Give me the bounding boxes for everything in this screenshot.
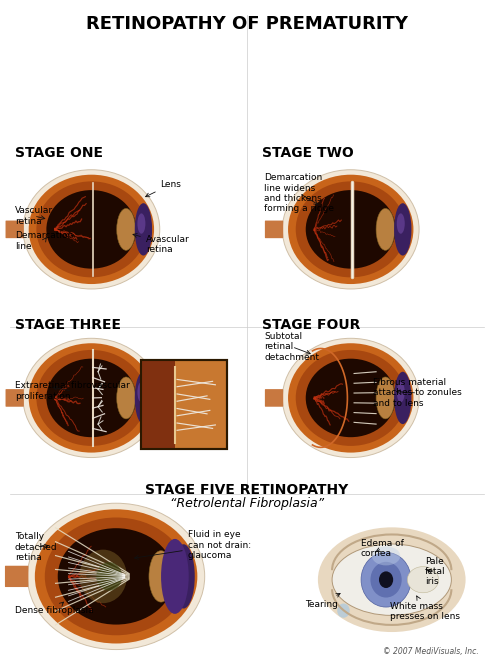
Text: STAGE TWO: STAGE TWO [262, 146, 354, 160]
Ellipse shape [337, 603, 350, 618]
Ellipse shape [46, 190, 136, 268]
Text: Dense fibroplasia: Dense fibroplasia [15, 602, 93, 615]
Ellipse shape [306, 359, 396, 437]
Text: Pale
fetal
iris: Pale fetal iris [425, 557, 446, 586]
Ellipse shape [376, 377, 395, 419]
Ellipse shape [149, 551, 173, 602]
Ellipse shape [96, 562, 122, 591]
Ellipse shape [37, 350, 146, 446]
Text: Avascular
retina: Avascular retina [133, 233, 190, 254]
Ellipse shape [28, 503, 205, 650]
Text: Fluid in eye
can not drain:
glaucoma: Fluid in eye can not drain: glaucoma [134, 530, 251, 560]
Ellipse shape [296, 181, 406, 278]
Ellipse shape [137, 382, 145, 403]
FancyBboxPatch shape [5, 221, 24, 238]
Ellipse shape [23, 338, 160, 457]
Ellipse shape [135, 371, 152, 424]
Ellipse shape [176, 557, 186, 582]
Text: “Retrolental Fibroplasia”: “Retrolental Fibroplasia” [170, 497, 324, 510]
Ellipse shape [361, 553, 411, 607]
Ellipse shape [283, 170, 419, 289]
Text: Extraretinal fibrovascular
proliferation: Extraretinal fibrovascular proliferation [15, 381, 129, 401]
Text: STAGE FIVE RETINOPATHY: STAGE FIVE RETINOPATHY [145, 483, 349, 497]
Ellipse shape [29, 175, 154, 284]
Ellipse shape [306, 190, 396, 268]
Text: STAGE THREE: STAGE THREE [15, 319, 121, 332]
Ellipse shape [394, 203, 412, 256]
Ellipse shape [376, 208, 395, 251]
Ellipse shape [46, 359, 136, 437]
Ellipse shape [161, 539, 189, 614]
Ellipse shape [58, 528, 174, 625]
Text: STAGE FOUR: STAGE FOUR [262, 319, 360, 332]
FancyBboxPatch shape [265, 221, 283, 238]
Ellipse shape [29, 343, 154, 453]
Text: © 2007 MediVisuals, Inc.: © 2007 MediVisuals, Inc. [383, 646, 479, 656]
Ellipse shape [379, 571, 393, 588]
Ellipse shape [394, 371, 412, 424]
Text: Fibrous material
attaches to zonules
and to lens: Fibrous material attaches to zonules and… [373, 378, 462, 408]
Ellipse shape [372, 547, 400, 565]
Text: White mass
presses on lens: White mass presses on lens [390, 596, 460, 621]
Text: Vascular
retina: Vascular retina [15, 206, 53, 225]
Ellipse shape [296, 350, 406, 446]
Ellipse shape [23, 170, 160, 289]
Ellipse shape [35, 509, 197, 644]
Ellipse shape [172, 544, 195, 609]
FancyBboxPatch shape [265, 389, 283, 407]
Ellipse shape [408, 566, 439, 593]
Ellipse shape [137, 214, 145, 234]
Ellipse shape [318, 527, 465, 632]
Text: Demarcation
line: Demarcation line [15, 231, 73, 251]
Ellipse shape [117, 208, 135, 251]
Ellipse shape [397, 382, 405, 403]
Bar [141, 360, 227, 449]
Bar [141, 360, 175, 449]
Text: STAGE ONE: STAGE ONE [15, 146, 103, 160]
Ellipse shape [288, 343, 413, 453]
FancyBboxPatch shape [5, 566, 28, 587]
Text: Demarcation
line widens
and thickens
forming a ridge: Demarcation line widens and thickens for… [264, 173, 334, 214]
Text: Totally
detached
retina: Totally detached retina [15, 532, 57, 562]
Text: Edema of
cornea: Edema of cornea [361, 539, 404, 558]
Ellipse shape [283, 338, 419, 457]
Text: Lens: Lens [146, 180, 181, 197]
Ellipse shape [135, 203, 152, 256]
Ellipse shape [397, 214, 405, 234]
Ellipse shape [80, 550, 127, 603]
Ellipse shape [332, 544, 452, 615]
Ellipse shape [45, 518, 187, 635]
Bar [141, 360, 227, 449]
Ellipse shape [370, 562, 402, 598]
Text: Tearing: Tearing [305, 594, 340, 609]
Text: Subtotal
retinal
detachment: Subtotal retinal detachment [264, 332, 319, 362]
Ellipse shape [288, 175, 413, 284]
Text: RETINOPATHY OF PREMATURITY: RETINOPATHY OF PREMATURITY [86, 15, 408, 32]
Ellipse shape [37, 181, 146, 278]
FancyBboxPatch shape [5, 389, 24, 407]
Ellipse shape [117, 377, 135, 419]
